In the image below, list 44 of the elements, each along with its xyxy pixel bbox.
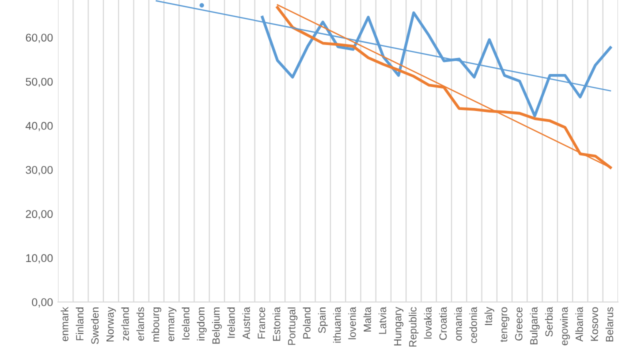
x-tick-label: France — [258, 307, 266, 338]
x-tick-label: erlands — [136, 307, 144, 341]
x-tick-label: omania — [454, 306, 462, 341]
x-tick-label: ithuania — [333, 306, 341, 343]
x-tick-label: Portugal — [288, 308, 298, 345]
x-tick-label: Greece — [515, 307, 522, 340]
y-tick-label: 60,00 — [26, 34, 53, 43]
x-tick-label: Croatia — [439, 306, 447, 340]
x-tick-label: Norway — [106, 306, 116, 342]
x-tick-label: Poland — [302, 308, 311, 338]
y-tick-label: 30,00 — [26, 166, 53, 176]
x-tick-label: Albania — [575, 306, 583, 342]
x-tick-label: Estonia — [272, 306, 280, 341]
y-tick-label: 50,00 — [26, 78, 53, 88]
x-tick-label: Austria — [242, 306, 250, 340]
x-tick-label: lovenia — [348, 306, 356, 340]
x-tick-label: zerland — [121, 308, 129, 341]
x-tick-label: Latvia — [378, 306, 386, 334]
x-tick-label: Belgium — [212, 308, 222, 344]
x-tick-label: ingdom — [196, 308, 207, 340]
x-tick-label: Spain — [318, 308, 328, 334]
x-tick-label: cedonia — [469, 306, 478, 343]
x-tick-label: enmark — [60, 306, 68, 342]
x-tick-label: Sweden — [90, 308, 99, 344]
x-tick-label: Serbia — [545, 306, 553, 336]
x-tick-label: Republic — [408, 307, 419, 347]
x-tick-label: Kosovo — [590, 307, 598, 341]
x-tick-label: lovakia — [424, 306, 432, 339]
x-tick-label: tenegro — [500, 307, 510, 342]
x-tick-label: Finland — [76, 308, 84, 340]
x-tick-label: Hungary — [394, 306, 404, 346]
x-tick-label: Iceland — [182, 308, 190, 340]
x-tick-label: egowina — [560, 306, 570, 346]
x-tick-label: ermany — [168, 306, 176, 342]
x-tick-label: Bulgaria — [530, 306, 540, 344]
y-tick-label: 0,00 — [32, 298, 53, 308]
x-tick-label: mbourg — [152, 308, 162, 342]
y-tick-label: 20,00 — [26, 210, 53, 220]
x-tick-label: Italy — [484, 306, 494, 325]
x-tick-label: Malta — [363, 306, 372, 332]
y-tick-label: 40,00 — [26, 122, 53, 132]
x-tick-label: Belarus — [606, 307, 614, 342]
y-tick-label: 10,00 — [26, 254, 53, 264]
x-tick-label: Ireland — [227, 308, 235, 338]
